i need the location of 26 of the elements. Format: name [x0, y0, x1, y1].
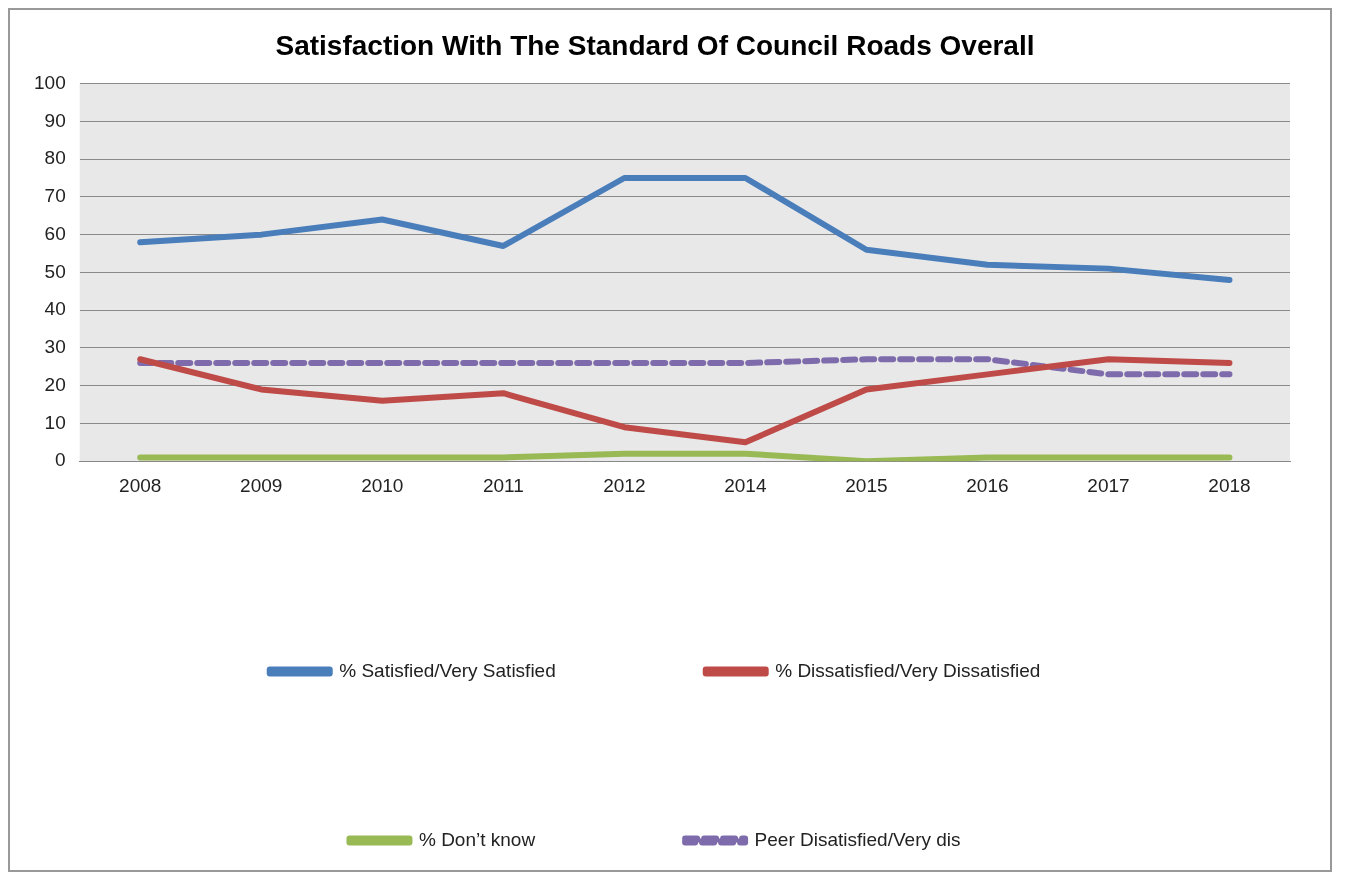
- x-tick-label: 2015: [845, 474, 888, 496]
- x-tick-label: 2009: [240, 474, 283, 496]
- y-tick-label: 40: [44, 298, 66, 320]
- x-tick-label: 2014: [724, 474, 767, 496]
- y-tick-label: 10: [44, 411, 66, 433]
- y-tick-label: 30: [44, 336, 66, 358]
- x-tick-label: 2008: [119, 474, 162, 496]
- y-tick-label: 20: [44, 373, 66, 395]
- y-tick-label: 90: [44, 109, 66, 131]
- y-tick-label: 70: [44, 185, 66, 207]
- x-tick-label: 2016: [966, 474, 1009, 496]
- x-tick-label: 2018: [1208, 474, 1251, 496]
- y-tick-label: 80: [44, 147, 66, 169]
- chart-title: Satisfaction With The Standard Of Council Roads Overall: [275, 29, 1035, 61]
- x-tick-label: 2011: [482, 474, 524, 496]
- x-tick-label: 2017: [1087, 474, 1130, 496]
- legend-label: % Satisfied/Very Satisfied: [339, 659, 556, 681]
- y-tick-label: 60: [44, 222, 66, 244]
- legend-label: % Dissatisfied/Very Dissatisfied: [775, 659, 1041, 681]
- y-tick-label: 50: [44, 260, 66, 282]
- x-tick-label: 2012: [603, 474, 646, 496]
- legend-label: Peer Disatisfied/Very dis: [754, 828, 961, 850]
- y-tick-label: 0: [55, 449, 66, 471]
- y-tick-label: 100: [34, 71, 66, 93]
- legend-label: % Don’t know: [418, 828, 536, 850]
- x-tick-label: 2010: [361, 474, 404, 496]
